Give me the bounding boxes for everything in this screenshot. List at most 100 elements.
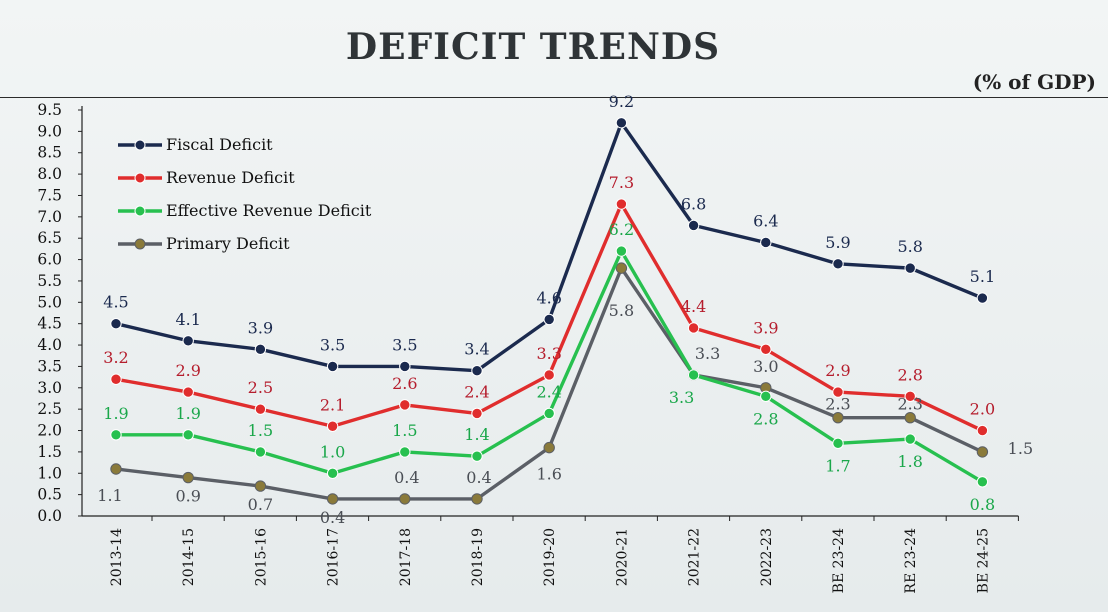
effective-revenue-deficit-point (904, 433, 916, 445)
fiscal-deficit-point (687, 219, 700, 232)
revenue-deficit-data-label: 2.5 (248, 378, 273, 397)
fiscal-deficit-data-label: 4.5 (103, 293, 128, 312)
y-tick-label: 3.5 (37, 357, 62, 375)
y-tick-label: 4.5 (37, 315, 62, 333)
y-tick-label: 2.5 (37, 400, 62, 418)
y-tick-label: 5.0 (37, 293, 62, 311)
fiscal-deficit-data-label: 4.1 (175, 310, 200, 329)
x-tick-label: 2015-16 (253, 528, 269, 586)
legend-marker-primary-deficit (134, 238, 146, 250)
effective-revenue-deficit-point (832, 437, 844, 450)
y-tick-label: 8.5 (37, 144, 62, 162)
y-tick-label: 6.5 (37, 229, 62, 247)
effective-revenue-deficit-point (976, 476, 989, 488)
revenue-deficit-data-label: 4.4 (681, 297, 706, 316)
fiscal-deficit-data-label: 9.2 (609, 92, 634, 111)
y-tick-label: 1.5 (37, 443, 62, 461)
effective-revenue-deficit-point (326, 467, 339, 479)
effective-revenue-deficit-data-label: 1.5 (248, 421, 273, 440)
revenue-deficit-point (687, 322, 700, 334)
x-tick-label: 2017-18 (398, 528, 414, 586)
revenue-deficit-data-label: 2.6 (392, 374, 417, 393)
revenue-deficit-data-label: 2.9 (175, 361, 200, 380)
y-tick-label: 7.5 (37, 186, 62, 204)
effective-revenue-deficit-data-label: 1.5 (392, 421, 417, 440)
fiscal-deficit-data-label: 3.4 (464, 340, 489, 359)
primary-deficit-point (254, 480, 267, 492)
primary-deficit-data-label: 0.4 (394, 468, 419, 487)
fiscal-deficit-data-label: 6.8 (681, 194, 706, 213)
y-tick-label: 6.0 (37, 251, 62, 269)
effective-revenue-deficit-point (399, 446, 411, 458)
revenue-deficit-data-label: 2.4 (464, 382, 489, 401)
primary-deficit-data-label: 0.7 (248, 495, 273, 514)
effective-revenue-deficit-point (110, 429, 122, 441)
fiscal-deficit-point (543, 313, 555, 326)
revenue-deficit-data-label: 7.3 (609, 173, 634, 192)
primary-deficit-data-label: 2.3 (897, 395, 922, 414)
x-tick-label: BE 24-25 (975, 528, 991, 593)
primary-deficit-data-label: 1.1 (97, 486, 122, 505)
chart-title: DEFICIT TRENDS (345, 26, 721, 68)
primary-deficit-point (976, 446, 989, 458)
effective-revenue-deficit-data-label: 2.4 (536, 382, 561, 401)
revenue-deficit-point (399, 399, 411, 411)
primary-deficit-data-label: 0.9 (175, 487, 200, 506)
effective-revenue-deficit-point (615, 245, 628, 257)
x-tick-label: 2022-23 (759, 528, 775, 586)
x-tick-label: RE 23-24 (903, 528, 919, 594)
y-tick-label: 3.0 (37, 379, 62, 397)
revenue-deficit-point (760, 343, 772, 356)
effective-revenue-deficit-point (543, 407, 555, 420)
x-tick-label: 2016-17 (326, 528, 342, 586)
fiscal-deficit-point (326, 360, 339, 373)
unit-label: (% of GDP) (972, 70, 1096, 94)
revenue-deficit-point (904, 390, 916, 403)
fiscal-deficit-point (110, 317, 122, 330)
primary-deficit-point (471, 493, 483, 505)
primary-deficit-data-label: 1.5 (1008, 439, 1033, 458)
revenue-deficit-data-label: 2.8 (897, 365, 922, 384)
effective-revenue-deficit-data-label: 1.9 (175, 404, 200, 423)
effective-revenue-deficit-data-label: 3.3 (669, 388, 694, 407)
legend-marker-fiscal-deficit (134, 139, 146, 151)
x-tick-label: BE 23-24 (831, 528, 847, 593)
fiscal-deficit-point (254, 343, 267, 356)
primary-deficit-data-label: 0.4 (320, 508, 345, 527)
y-tick-label: 8.0 (37, 165, 62, 183)
y-tick-label: 1.0 (37, 464, 62, 482)
primary-deficit-data-label: 0.4 (466, 468, 491, 487)
revenue-deficit-point (471, 407, 483, 420)
fiscal-deficit-data-label: 3.9 (248, 318, 273, 337)
effective-revenue-deficit-point (687, 369, 700, 381)
fiscal-deficit-data-label: 5.8 (897, 237, 922, 256)
revenue-deficit-point (182, 386, 194, 398)
x-tick-label: 2018-19 (470, 528, 486, 586)
x-tick-label: 2021-22 (687, 528, 703, 586)
fiscal-deficit-data-label: 3.5 (320, 335, 345, 354)
fiscal-deficit-point (615, 117, 628, 129)
revenue-deficit-point (832, 386, 844, 398)
legend-marker-effective-revenue-deficit (134, 205, 146, 217)
y-tick-label: 2.0 (37, 422, 62, 440)
legend-label-effective-revenue-deficit: Effective Revenue Deficit (166, 201, 372, 220)
primary-deficit-point (615, 262, 628, 274)
primary-deficit-data-label: 5.8 (609, 301, 634, 320)
revenue-deficit-point (615, 198, 628, 210)
y-tick-label: 0.0 (37, 507, 62, 525)
revenue-deficit-data-label: 2.0 (970, 400, 995, 419)
effective-revenue-deficit-point (254, 446, 267, 458)
fiscal-deficit-point (760, 236, 772, 249)
y-tick-label: 9.0 (37, 122, 62, 140)
header-divider (0, 97, 1108, 98)
effective-revenue-deficit-data-label: 1.8 (897, 452, 922, 471)
y-tick-label: 5.5 (37, 272, 62, 290)
y-tick-label: 0.5 (37, 486, 62, 504)
effective-revenue-deficit-data-label: 1.9 (103, 404, 128, 423)
revenue-deficit-point (110, 373, 122, 385)
y-tick-label: 7.0 (37, 208, 62, 226)
fiscal-deficit-data-label: 3.5 (392, 335, 417, 354)
fiscal-deficit-point (182, 335, 194, 347)
